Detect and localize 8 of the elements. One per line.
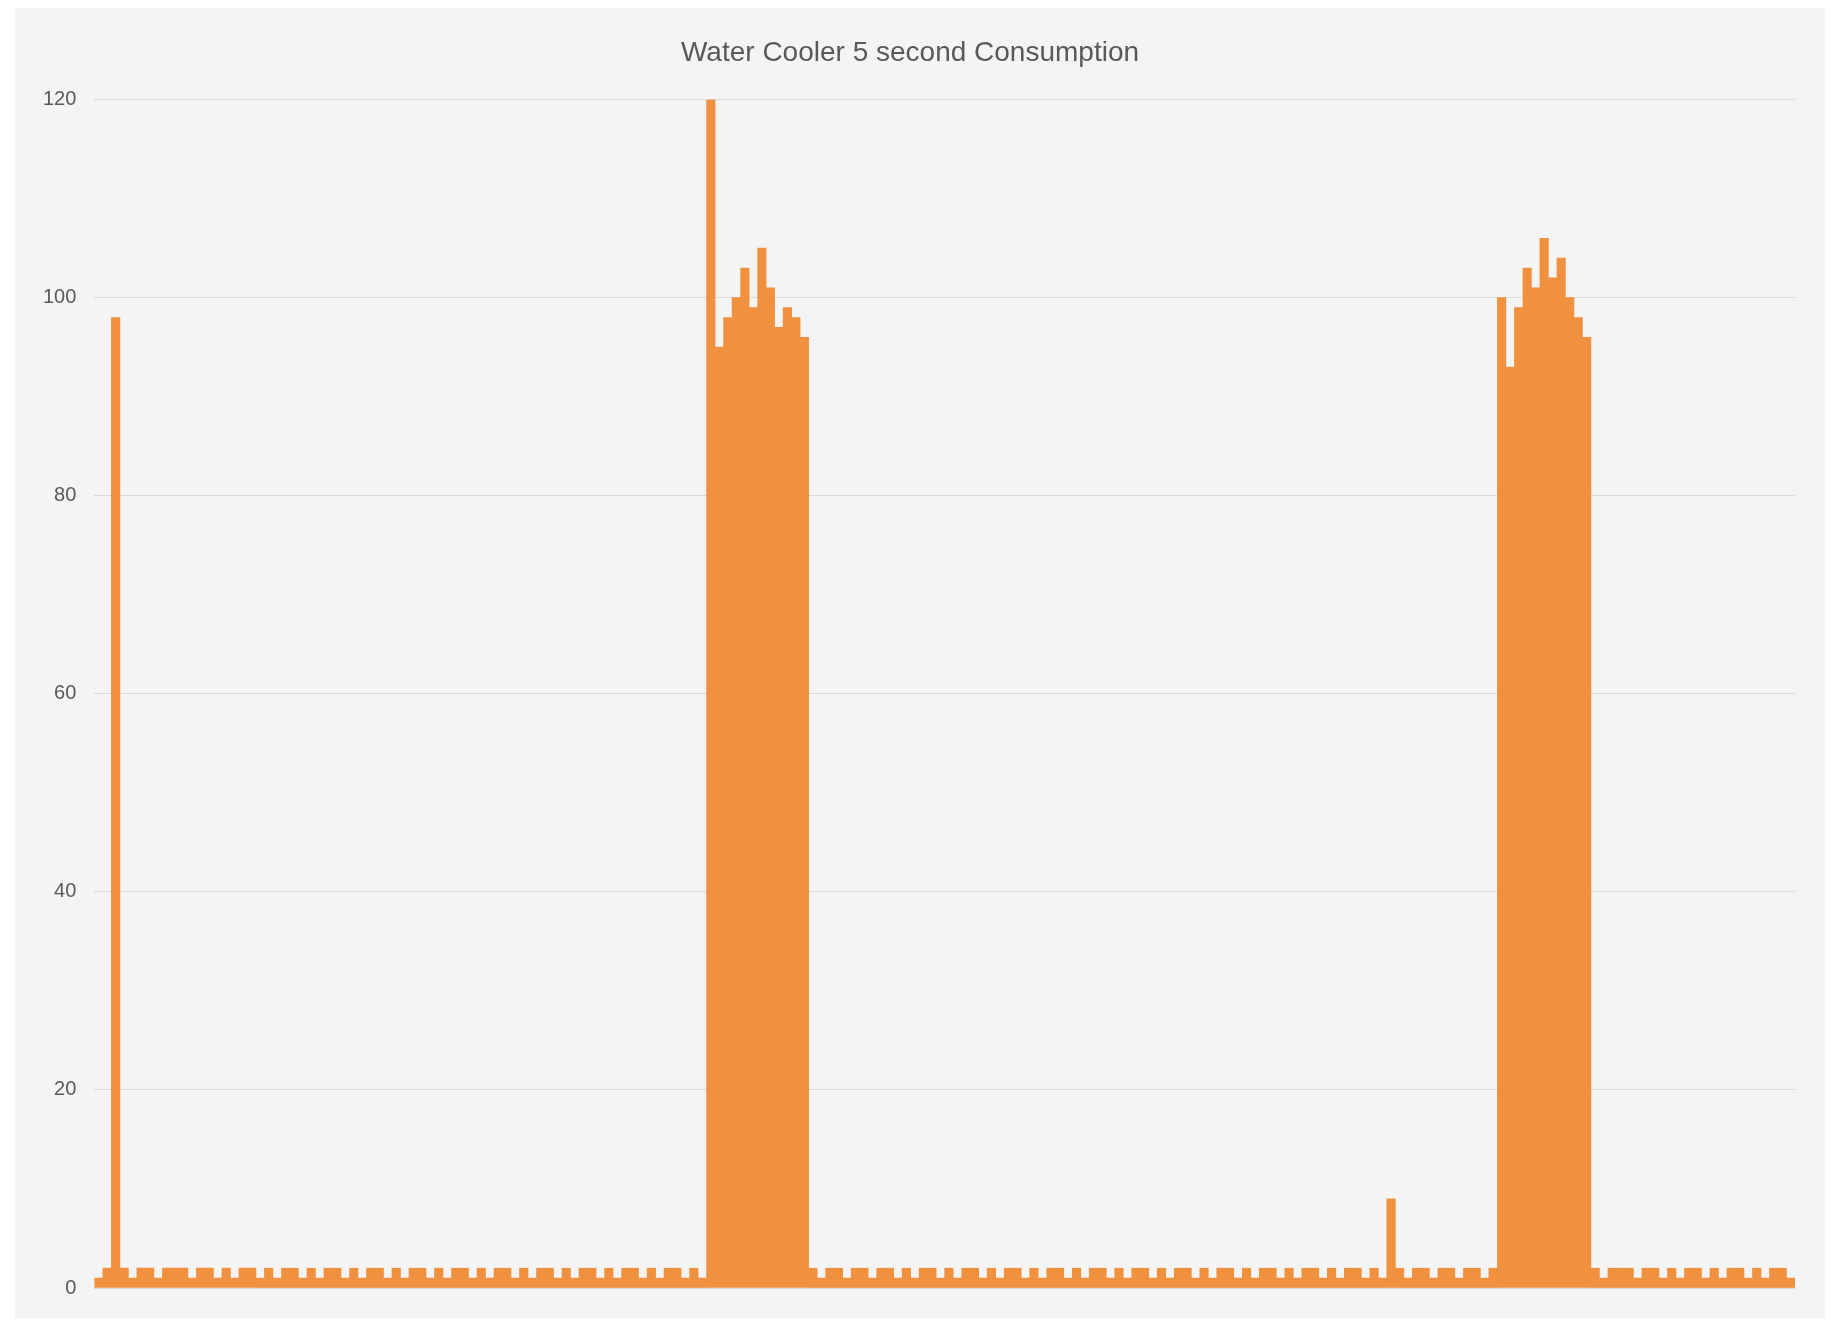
y-tick-label: 0 xyxy=(65,1275,77,1298)
y-tick-label: 120 xyxy=(42,87,77,110)
y-tick-label: 80 xyxy=(54,483,77,506)
y-tick-label: 100 xyxy=(42,285,77,308)
y-tick-label: 60 xyxy=(54,681,77,704)
chart-title: Water Cooler 5 second Consumption xyxy=(680,35,1140,67)
y-tick-label: 40 xyxy=(54,879,77,902)
y-tick-label: 20 xyxy=(54,1077,77,1100)
